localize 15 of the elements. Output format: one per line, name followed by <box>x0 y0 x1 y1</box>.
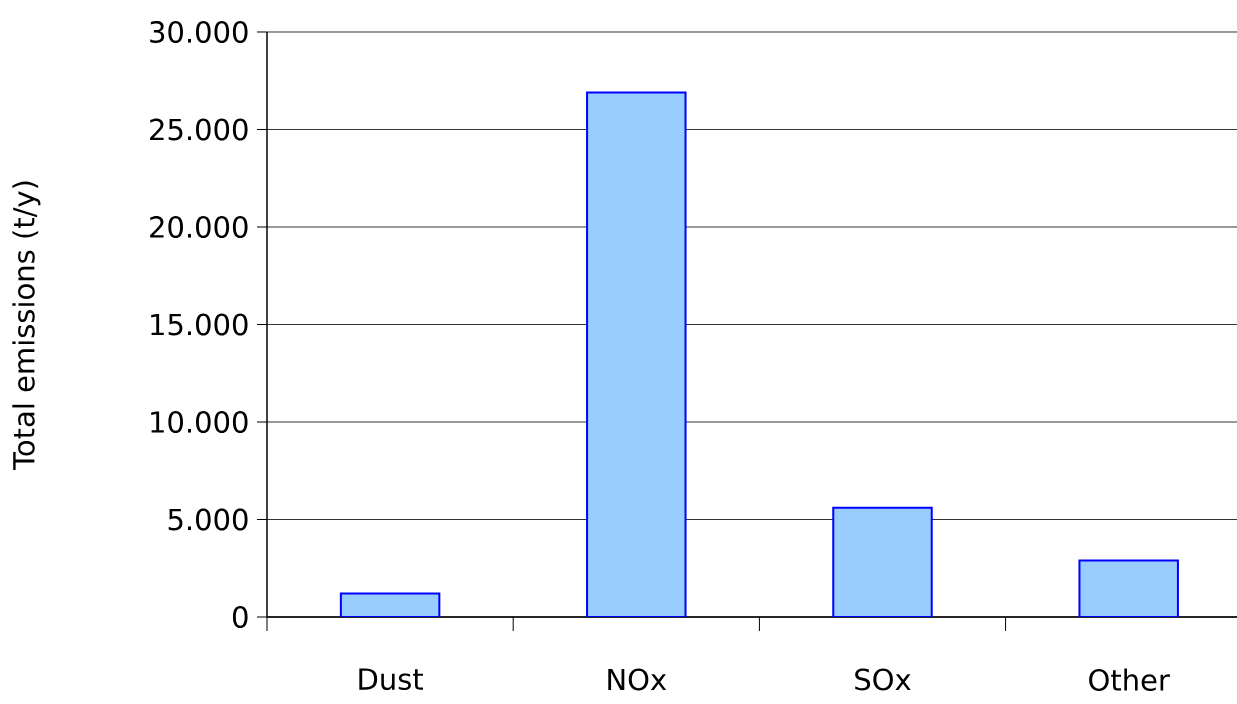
bar <box>1078 559 1179 617</box>
bar <box>586 91 687 617</box>
y-tick-label: 30.000 <box>150 21 248 43</box>
y-tick-label: 20.000 <box>150 216 248 238</box>
x-tick-label: Dust <box>359 668 423 691</box>
y-tick-label: 10.000 <box>151 411 248 433</box>
x-tick-label: NOx <box>608 668 667 691</box>
y-axis-title: Total emissions (t/y) <box>12 181 41 470</box>
bar <box>832 506 933 617</box>
y-tick-label: 5.000 <box>168 508 248 531</box>
x-tick-label: SOx <box>855 668 911 691</box>
y-tick-label: 15.000 <box>151 313 248 336</box>
y-tick-label: 0 <box>232 606 248 628</box>
y-tick-label: 25.000 <box>150 118 248 141</box>
x-tick-label: Other <box>1089 668 1170 691</box>
